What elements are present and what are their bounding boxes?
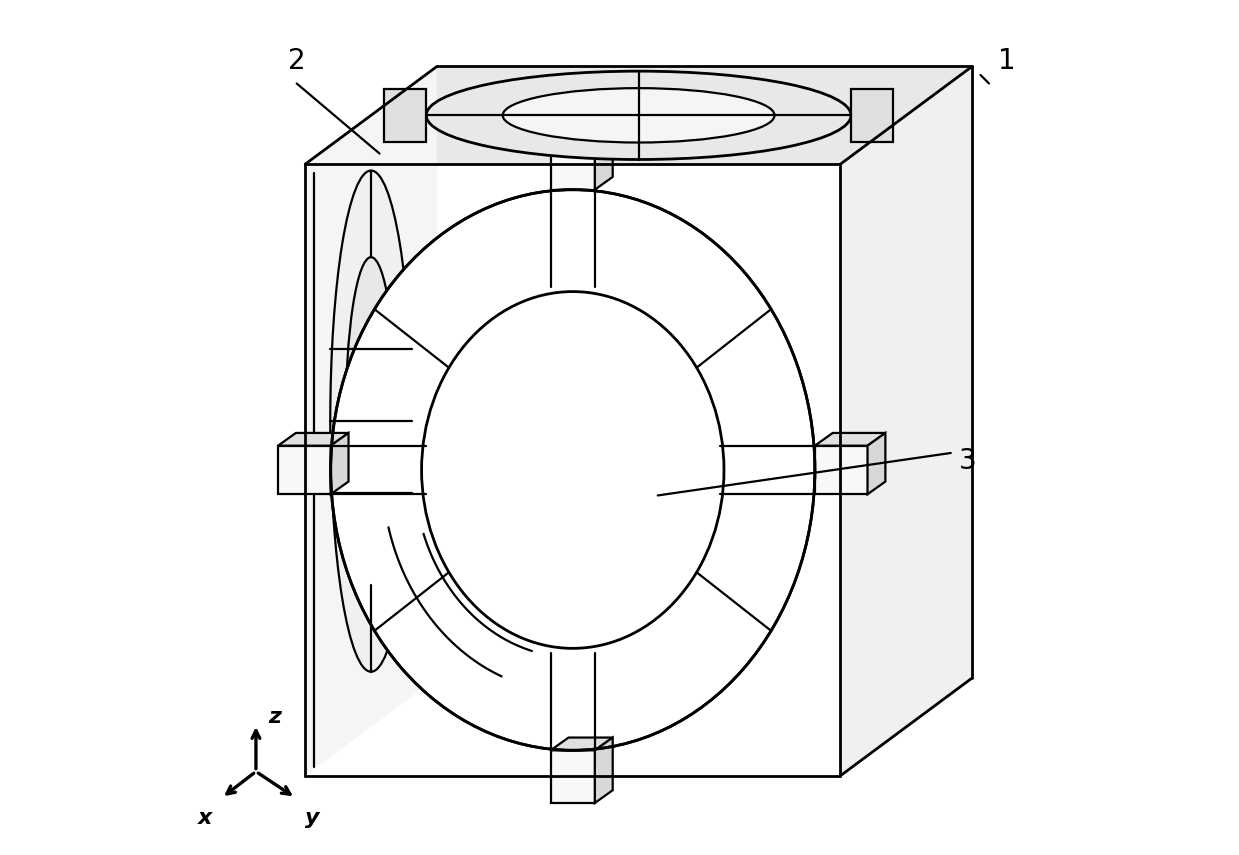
Polygon shape [331, 433, 348, 494]
Text: 2: 2 [289, 47, 306, 75]
Polygon shape [550, 738, 613, 751]
Ellipse shape [346, 257, 396, 585]
Polygon shape [305, 67, 437, 775]
Text: z: z [268, 707, 281, 728]
Bar [815, 445, 867, 494]
Bar [278, 445, 331, 494]
Polygon shape [305, 67, 973, 164]
Polygon shape [867, 433, 886, 494]
Text: x: x [197, 808, 212, 828]
Ellipse shape [426, 71, 851, 160]
Text: 1: 1 [997, 47, 1015, 75]
Polygon shape [550, 124, 613, 137]
Ellipse shape [331, 170, 411, 672]
Polygon shape [278, 433, 348, 445]
Text: 3: 3 [959, 447, 978, 475]
Bar [851, 89, 893, 142]
Bar [550, 751, 595, 803]
Polygon shape [840, 67, 973, 775]
Ellipse shape [331, 190, 815, 751]
Polygon shape [815, 433, 886, 445]
Bar [384, 89, 426, 142]
Polygon shape [595, 124, 613, 190]
Ellipse shape [421, 292, 724, 648]
Ellipse shape [503, 88, 774, 143]
Polygon shape [305, 164, 840, 775]
Bar [550, 137, 595, 190]
Text: y: y [305, 808, 320, 828]
Polygon shape [595, 738, 613, 803]
